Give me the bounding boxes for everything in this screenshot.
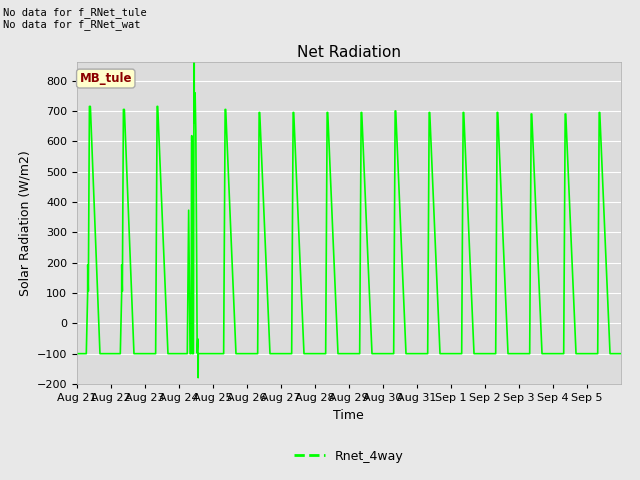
Text: No data for f_RNet_tule: No data for f_RNet_tule	[3, 7, 147, 18]
X-axis label: Time: Time	[333, 408, 364, 421]
Text: No data for f_RNet_wat: No data for f_RNet_wat	[3, 19, 141, 30]
Y-axis label: Solar Radiation (W/m2): Solar Radiation (W/m2)	[18, 150, 31, 296]
Legend: Rnet_4way: Rnet_4way	[289, 445, 409, 468]
Title: Net Radiation: Net Radiation	[297, 45, 401, 60]
Text: MB_tule: MB_tule	[79, 72, 132, 85]
